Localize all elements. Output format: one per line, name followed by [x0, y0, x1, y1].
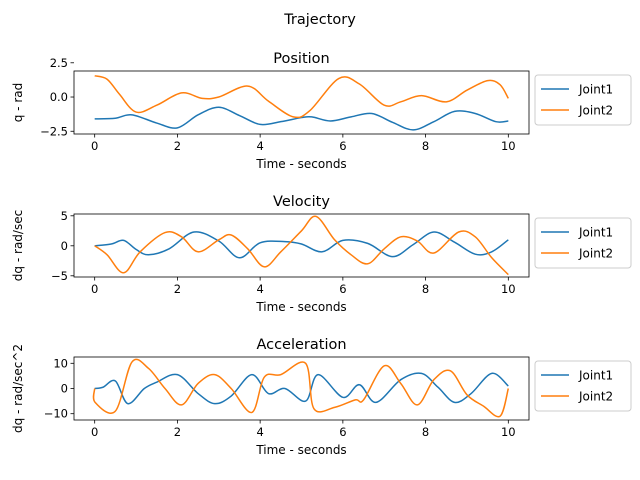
acceleration-x-tick-label: 2	[174, 425, 181, 439]
figure-title: Trajectory	[283, 12, 356, 28]
acceleration-x-tick-label: 10	[501, 425, 516, 439]
position-chart: 0 2 4 6 8 10 −2.5 0.0 2.5 Position Time - seconds q…	[11, 51, 632, 171]
velocity-x-tick-label: 4	[256, 282, 263, 296]
position-x-tick-label: 6	[339, 139, 346, 153]
velocity-y-axis-label: dq - rad/sec	[11, 210, 25, 281]
position-x-tick-label: 2	[174, 139, 181, 153]
acceleration-legend-label-joint2: Joint2	[578, 390, 613, 404]
acceleration-y-tick-label: 10	[53, 356, 68, 370]
position-x-tick-label: 4	[256, 139, 263, 153]
position-legend-label-joint2: Joint2	[578, 104, 613, 118]
acceleration-line-joint2	[92, 358, 510, 418]
position-x-tick-label: 10	[501, 139, 516, 153]
acceleration-title: Acceleration	[256, 337, 346, 353]
velocity-legend-label-joint1: Joint1	[578, 226, 613, 240]
velocity-title: Velocity	[273, 194, 330, 210]
position-y-tick-label: −2.5	[40, 124, 68, 138]
position-line-joint1	[94, 106, 509, 131]
velocity-y-tick-label: 0	[61, 239, 68, 253]
acceleration-legend-label-joint1: Joint1	[578, 369, 613, 383]
velocity-x-tick-label: 10	[501, 282, 516, 296]
position-line-joint2	[94, 75, 509, 119]
velocity-legend-label-joint2: Joint2	[578, 247, 613, 261]
position-legend-label-joint1: Joint1	[578, 83, 613, 97]
position-x-tick-label: 0	[91, 139, 98, 153]
acceleration-x-axis-label: Time - seconds	[255, 443, 346, 457]
acceleration-x-tick-label: 8	[422, 425, 429, 439]
position-y-tick-label: 0.0	[50, 90, 68, 104]
acceleration-legend: Joint1 Joint2	[534, 360, 632, 412]
acceleration-line-joint1	[94, 372, 509, 405]
velocity-chart: 0 2 4 6 8 10 −5 0 5 Velocity Time - seconds dq - ra…	[11, 194, 632, 314]
position-y-axis-label: q - rad	[11, 83, 25, 122]
acceleration-chart: 0 2 4 6 8 10 −10 0 10 Acceleration Time - seconds d…	[11, 337, 632, 457]
velocity-line-joint1	[94, 231, 509, 259]
velocity-x-tick-label: 0	[91, 282, 98, 296]
acceleration-x-tick-label: 0	[91, 425, 98, 439]
acceleration-legend-box	[534, 360, 632, 412]
acceleration-y-axis-label: dq - rad/sec^2	[11, 344, 25, 433]
acceleration-x-tick-label: 6	[339, 425, 346, 439]
velocity-line-joint2	[94, 215, 509, 276]
position-axes-frame	[73, 70, 530, 135]
velocity-x-axis-label: Time - seconds	[255, 300, 346, 314]
velocity-legend-box	[534, 217, 632, 269]
acceleration-y-tick-label: 0	[61, 382, 68, 396]
acceleration-x-tick-label: 4	[256, 425, 263, 439]
velocity-x-tick-label: 8	[422, 282, 429, 296]
position-x-tick-label: 8	[422, 139, 429, 153]
position-x-axis-label: Time - seconds	[255, 157, 346, 171]
position-y-tick-label: 2.5	[50, 56, 68, 70]
velocity-y-tick-label: 5	[61, 209, 68, 223]
velocity-y-tick-label: −5	[51, 269, 68, 283]
velocity-x-tick-label: 6	[339, 282, 346, 296]
position-legend: Joint1 Joint2	[534, 74, 632, 126]
position-legend-box	[534, 74, 632, 126]
position-title: Position	[273, 51, 329, 67]
acceleration-y-tick-label: −10	[44, 407, 68, 421]
velocity-x-tick-label: 2	[174, 282, 181, 296]
velocity-legend: Joint1 Joint2	[534, 217, 632, 269]
